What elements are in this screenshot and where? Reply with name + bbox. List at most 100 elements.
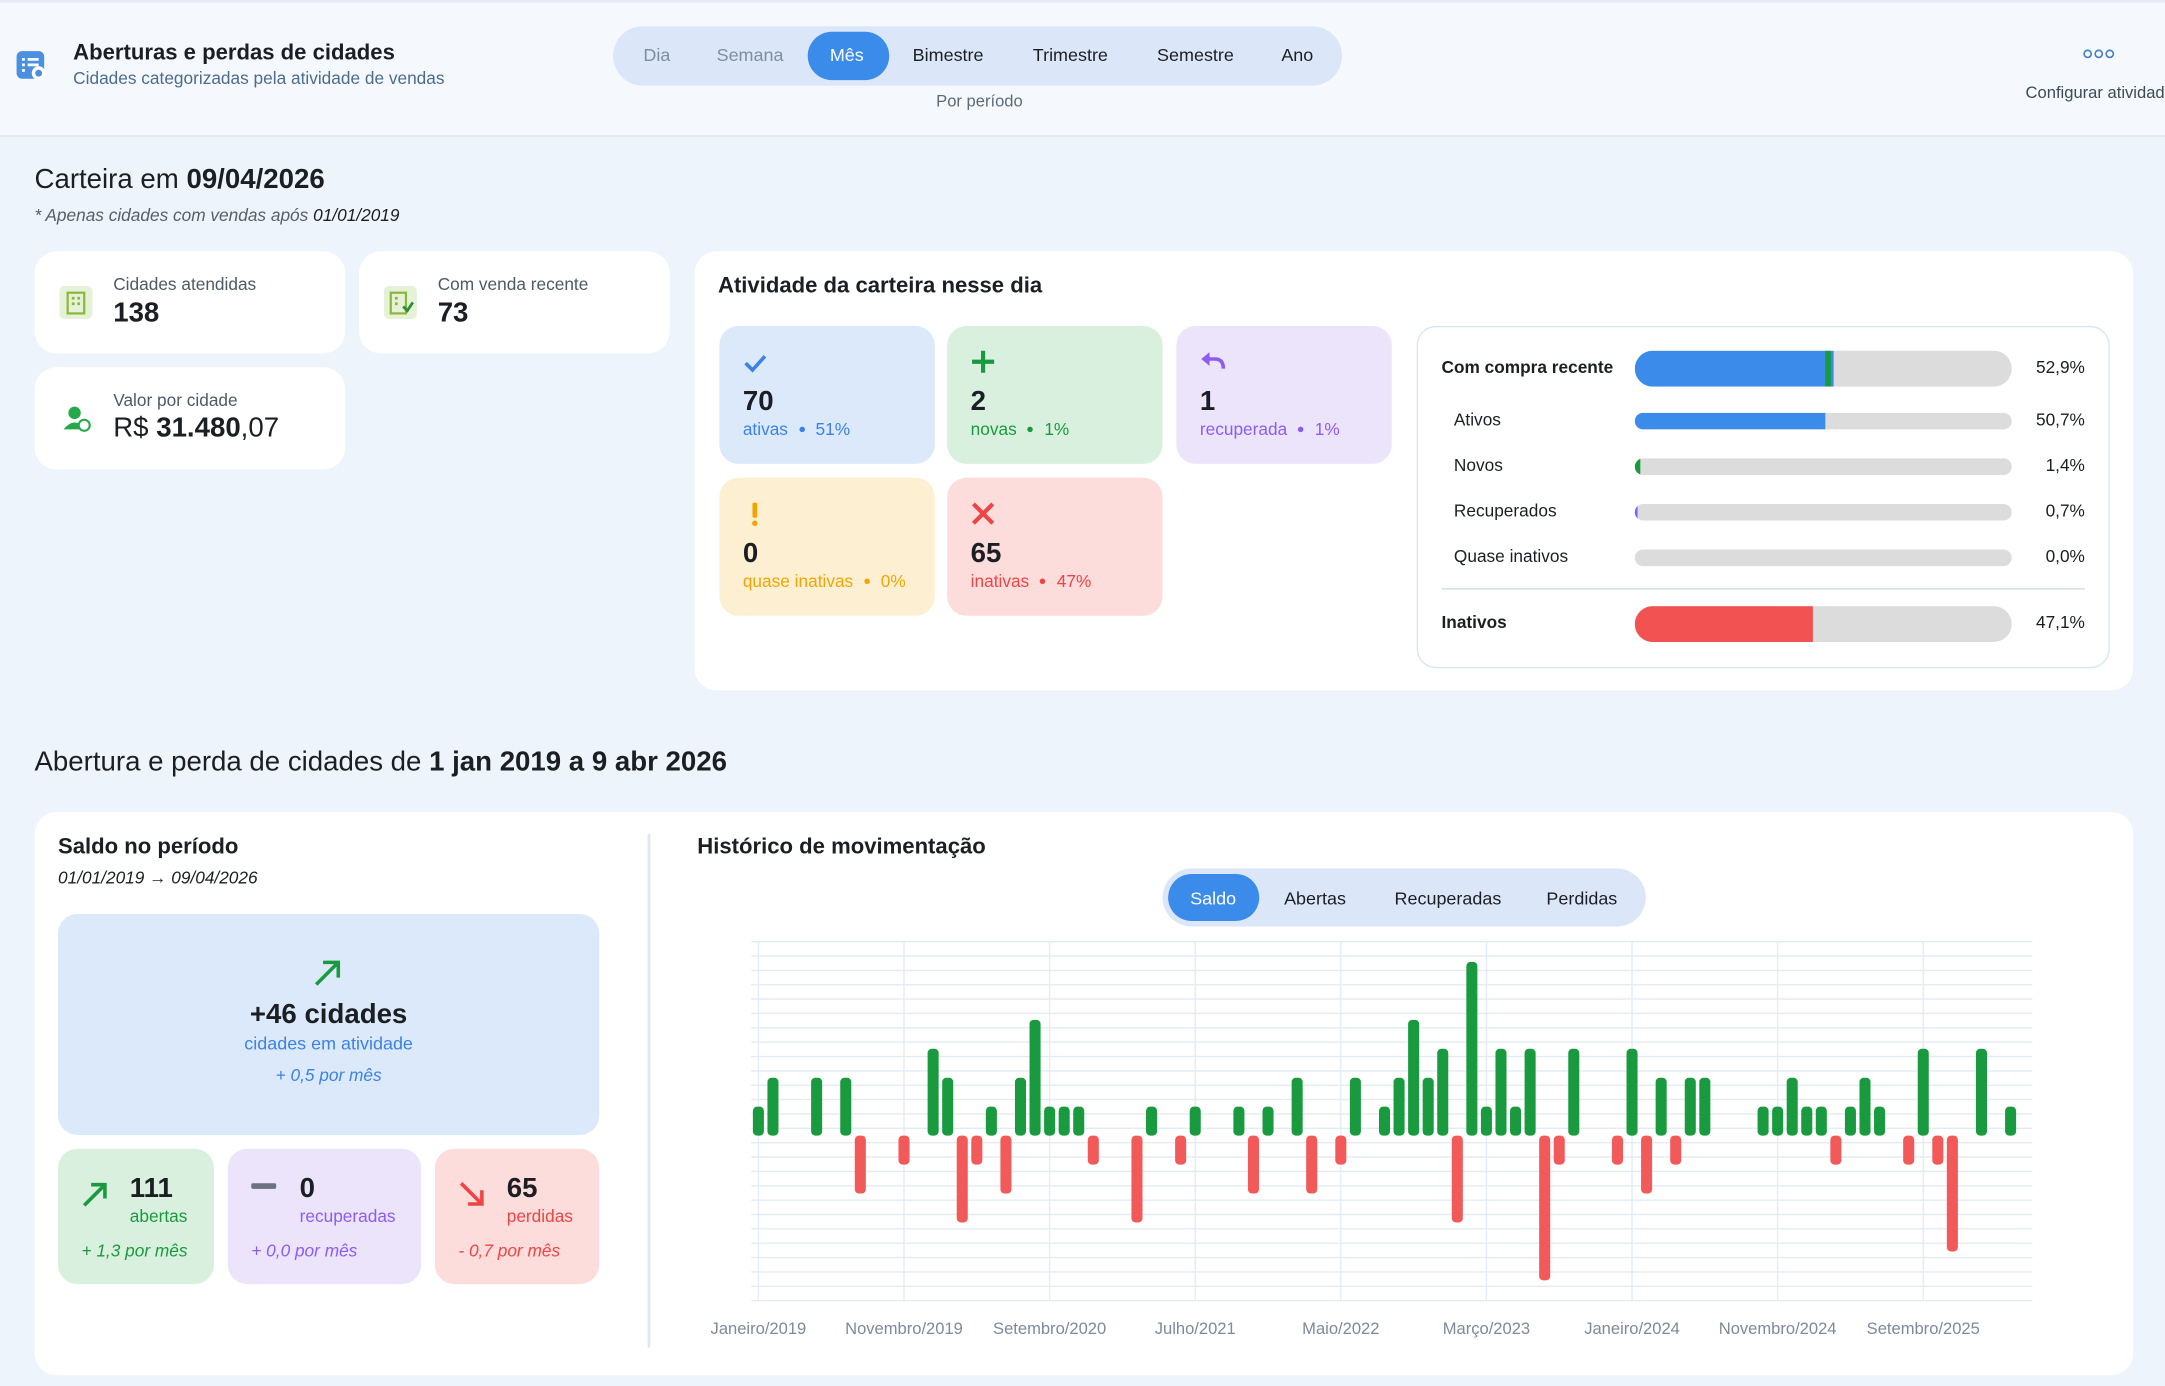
stat-label: Com venda recente (437, 274, 589, 295)
bar (1146, 1106, 1158, 1136)
page-subtitle: Cidades categorizadas pela atividade de … (73, 69, 445, 89)
bar (1480, 1106, 1492, 1136)
tile-pct: 1% (1314, 419, 1340, 440)
period-tab[interactable]: Ano (1281, 44, 1314, 65)
bar-value: 50,7% (2035, 410, 2085, 430)
period-tab[interactable]: Trimestre (1032, 44, 1108, 65)
x-tick-label: Janeiro/2019 (711, 1319, 807, 1338)
balance-box (57, 914, 600, 1135)
tile-text: novas (970, 419, 1017, 440)
period-tab[interactable]: Dia (643, 44, 671, 65)
up-arrow-icon (314, 960, 341, 986)
tile-inactive: 65 inativas 47% (947, 477, 1163, 616)
bar (1408, 1019, 1420, 1136)
balance-total: +46 cidades (249, 999, 408, 1031)
tile-pct: 1% (1044, 419, 1070, 440)
stat-card: Valor por cidade R$ 31.480,07 (34, 367, 346, 470)
bar (1349, 1077, 1361, 1136)
card-rate: + 1,3 por mês (81, 1241, 188, 1261)
period-tab[interactable]: Bimestre (912, 44, 984, 65)
bar (1291, 1077, 1303, 1136)
bar (1466, 961, 1478, 1136)
bar (1058, 1106, 1070, 1136)
x-tick-label: Maio/2022 (1302, 1319, 1379, 1338)
bar (1233, 1106, 1245, 1136)
bar-value: 47,1% (2035, 613, 2085, 633)
bar (767, 1077, 779, 1136)
chart-tab[interactable]: Perdidas (1546, 887, 1618, 909)
bar (1757, 1106, 1769, 1136)
bar-fill (1634, 606, 1813, 643)
bar-track (1634, 412, 2012, 430)
stat-icon (383, 285, 417, 319)
note-text: * Apenas cidades com vendas após (34, 205, 309, 226)
period-tab[interactable]: Semestre (1157, 44, 1234, 65)
period-caption: Por período (936, 91, 1023, 111)
title-range: 1 jan 2019 a 9 abr 2026 (429, 746, 727, 778)
bar (1495, 1048, 1507, 1136)
panel-title: Atividade da carteira nesse dia (717, 274, 1043, 299)
bar-track (1634, 458, 2012, 475)
tile-label: quase inativas 0% (743, 572, 906, 591)
bar (1641, 1135, 1653, 1194)
bar-label: Inativos (1441, 613, 1507, 633)
chart-tab-active (1168, 874, 1260, 921)
bar (1335, 1135, 1347, 1165)
bar (840, 1077, 852, 1136)
title-text: Carteira em (34, 164, 179, 195)
bar (1684, 1077, 1696, 1136)
bar-track (1634, 503, 2012, 521)
bar (1611, 1135, 1623, 1165)
card-label: perdidas (506, 1206, 573, 1227)
card-rate: + 0,0 por mês (251, 1241, 358, 1261)
bar (971, 1135, 983, 1165)
tile-icon (744, 355, 767, 373)
card-label: recuperadas (299, 1206, 396, 1227)
bar (1422, 1077, 1434, 1136)
bar (956, 1135, 968, 1223)
tile-text: ativas (742, 419, 788, 440)
stat-icon (63, 406, 91, 432)
bar (1378, 1106, 1391, 1136)
bar (927, 1048, 939, 1136)
bar (1874, 1106, 1886, 1136)
bar (1189, 1106, 1201, 1136)
section-title: Carteira em 09/04/2026 (35, 164, 325, 196)
tile-pct: 47% (1056, 571, 1092, 591)
panel-title: Histórico de movimentação (697, 835, 986, 859)
bar-track (1634, 350, 2012, 387)
bar (1044, 1106, 1056, 1136)
settings-link[interactable]: Configurar atividade (2025, 82, 2165, 103)
bar (1087, 1135, 1099, 1165)
bar (1568, 1048, 1580, 1136)
chart-tab[interactable]: Recuperadas (1394, 887, 1502, 909)
divider (647, 833, 650, 1348)
bar (1131, 1135, 1143, 1223)
bar-label: Ativos (1453, 410, 1501, 430)
chart-tab[interactable]: Abertas (1284, 887, 1346, 909)
tile-count: 70 (742, 386, 774, 417)
bar-fill (1634, 412, 1826, 430)
bar (942, 1077, 954, 1136)
stat-label: Valor por cidade (113, 390, 238, 411)
tile-icon (752, 502, 758, 527)
tile-count: 0 (742, 538, 759, 569)
bar (1932, 1135, 1944, 1165)
settings-icon[interactable] (2082, 47, 2118, 61)
stat-value: 138 (113, 298, 160, 329)
period-tab[interactable]: Semana (716, 44, 784, 65)
period-tab[interactable]: Mês (829, 44, 864, 65)
stat-value: R$ 31.480,07 (113, 413, 279, 445)
chart-tab[interactable]: Saldo (1190, 887, 1237, 909)
x-tick-label: Março/2023 (1443, 1319, 1530, 1338)
bar-fill (1634, 458, 1641, 475)
section-title: Abertura e perda de cidades de 1 jan 201… (35, 747, 727, 779)
separator (1298, 426, 1304, 432)
bar (811, 1077, 823, 1136)
tile-label: novas 1% (971, 420, 1070, 439)
tile-almost-inactive: 0 quase inativas 0% (719, 477, 935, 616)
bar-track (1634, 549, 2012, 567)
divider (1441, 588, 2085, 590)
cents: ,07 (240, 412, 280, 444)
